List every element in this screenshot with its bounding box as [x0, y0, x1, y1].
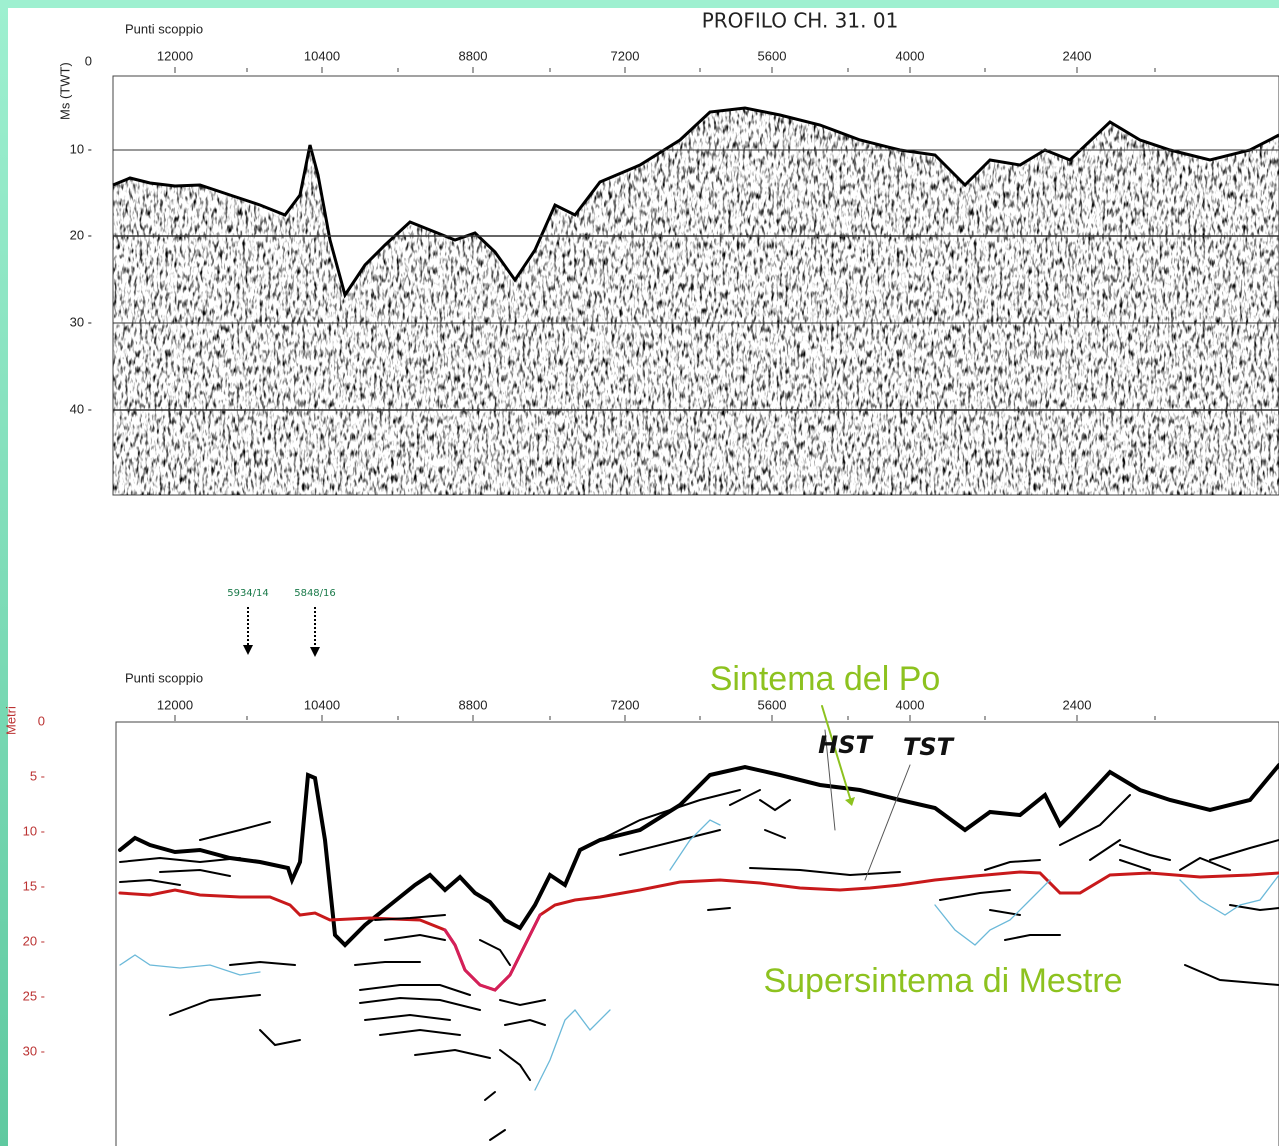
y-tick-label: 30 -: [23, 1043, 45, 1058]
y-tick-label: 15 -: [23, 878, 45, 893]
y-tick-label: 25 -: [23, 988, 45, 1003]
x-tick-label: 12000: [157, 48, 193, 63]
well-label: 5934/14: [227, 588, 269, 599]
systems-tract-label: TST: [903, 733, 955, 761]
well-label: 5848/16: [294, 588, 336, 599]
unit-label: Sintema del Po: [710, 660, 941, 698]
x-tick-label: 5600: [758, 697, 787, 712]
y-tick-label: 10 -: [70, 141, 92, 156]
y-axis-label: Metri: [3, 706, 18, 735]
x-tick-label: 2400: [1063, 48, 1092, 63]
x-axis-label: Punti scoppio: [125, 670, 203, 685]
seafloor-reflector: [112, 106, 1279, 299]
y-tick-label: 40 -: [70, 401, 92, 416]
x-axis-label: Punti scoppio: [125, 21, 203, 36]
title: PROFILO CH. 31. 01: [702, 9, 899, 33]
y-tick-label: 0: [85, 53, 92, 68]
time-lines: [113, 149, 1279, 411]
interpretation: [118, 705, 1279, 1141]
y-tick-label: 20 -: [70, 227, 92, 242]
unit-label: Supersintema di Mestre: [763, 962, 1122, 1000]
x-tick-label: 4000: [896, 697, 925, 712]
x-tick-label: 10400: [304, 697, 340, 712]
well-markers: [243, 607, 320, 657]
interpretation-frame: [115, 721, 1279, 1146]
x-tick-label: 2400: [1063, 697, 1092, 712]
x-tick-label: 12000: [157, 697, 193, 712]
y-axis-label: Ms (TWT): [57, 62, 72, 120]
y-tick-label: 30 -: [70, 314, 92, 329]
x-tick-label: 7200: [611, 697, 640, 712]
x-tick-label: 7200: [611, 48, 640, 63]
seismic-section: [113, 108, 1279, 495]
x-tick-label: 10400: [304, 48, 340, 63]
x-tick-label: 5600: [758, 48, 787, 63]
x-tick-label: 4000: [896, 48, 925, 63]
systems-tract-label: HST: [818, 731, 873, 759]
x-tick-label: 8800: [459, 697, 488, 712]
y-tick-label: 20 -: [23, 933, 45, 948]
y-tick-label: 5 -: [30, 768, 45, 783]
y-tick-label: 10 -: [23, 823, 45, 838]
x-tick-label: 8800: [459, 48, 488, 63]
y-tick-label: 0: [38, 713, 45, 728]
